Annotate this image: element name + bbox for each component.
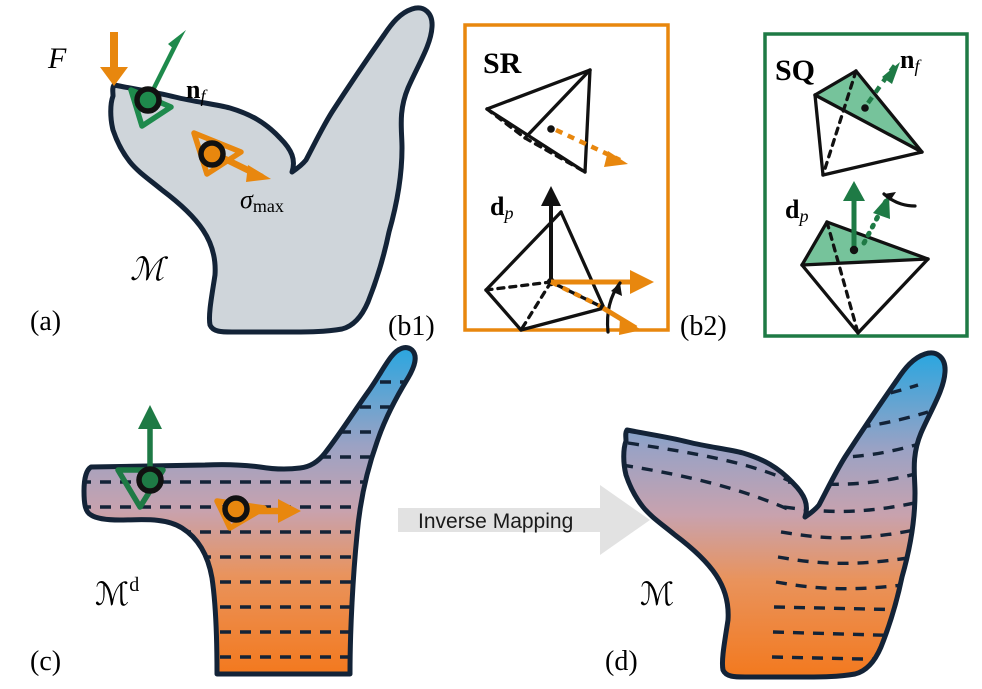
svg-text:F: F <box>47 42 67 75</box>
svg-text:SR: SR <box>483 47 522 80</box>
svg-text:(d): (d) <box>605 646 638 677</box>
svg-text:(c): (c) <box>30 646 61 677</box>
svg-text:dp: dp <box>785 195 808 226</box>
svg-text:(a): (a) <box>30 306 61 337</box>
svg-text:nf: nf <box>186 75 208 106</box>
svg-text:dp: dp <box>490 192 513 223</box>
svg-text:ℳ: ℳ <box>640 576 674 612</box>
svg-text:ℳd: ℳd <box>95 574 139 612</box>
svg-text:nf: nf <box>900 45 922 76</box>
svg-text:(b2): (b2) <box>680 311 727 342</box>
svg-text:SQ: SQ <box>775 54 815 87</box>
svg-text:Inverse Mapping: Inverse Mapping <box>418 510 573 533</box>
svg-text:ℳ: ℳ <box>130 251 169 287</box>
svg-text:(b1): (b1) <box>388 311 435 342</box>
